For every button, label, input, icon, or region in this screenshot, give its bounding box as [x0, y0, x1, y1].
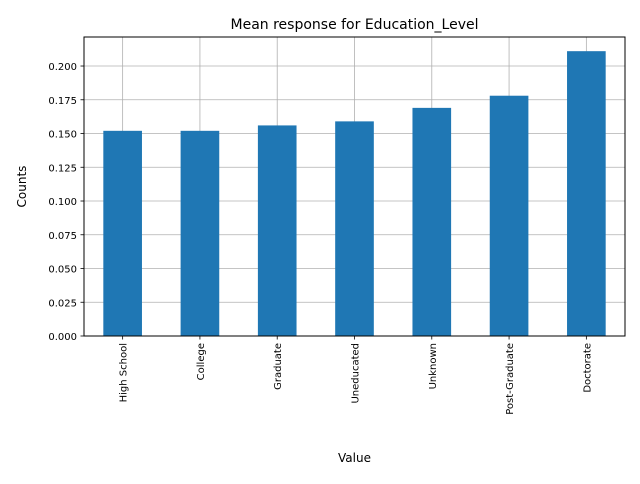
y-tick-label: 0.150	[48, 130, 77, 141]
x-tick-label: Unknown	[428, 343, 439, 389]
y-tick-label: 0.200	[48, 62, 77, 73]
bars-layer	[103, 51, 606, 337]
bar	[257, 125, 297, 337]
chart-title: Mean response for Education_Level	[231, 17, 479, 33]
x-tick-label: Uneducated	[351, 343, 362, 404]
x-tick-label: Graduate	[273, 343, 284, 390]
y-tick-label: 0.000	[48, 332, 77, 343]
bar	[180, 130, 220, 336]
x-axis: High School College Graduate Uneducated Unkn…	[119, 336, 593, 415]
x-axis-label: Value	[338, 451, 371, 465]
bar	[412, 107, 452, 336]
y-tick-label: 0.175	[48, 96, 77, 107]
bar	[335, 121, 374, 336]
y-axis: 0.000 0.025 0.050 0.075 0.100 0.125 0.150 0.175…	[48, 62, 84, 343]
y-tick-label: 0.025	[48, 298, 77, 309]
y-tick-label: 0.050	[48, 265, 77, 276]
y-tick-label: 0.075	[48, 231, 77, 242]
bar	[103, 130, 142, 336]
bar	[489, 95, 529, 336]
x-tick-label: Doctorate	[582, 343, 593, 393]
y-axis-label: Counts	[15, 166, 29, 208]
bar	[567, 51, 606, 336]
x-tick-label: Post-Graduate	[505, 343, 516, 415]
y-tick-label: 0.125	[48, 163, 77, 174]
x-tick-label: College	[196, 343, 207, 380]
y-tick-label: 0.100	[48, 197, 77, 208]
x-tick-label: High School	[119, 343, 130, 402]
